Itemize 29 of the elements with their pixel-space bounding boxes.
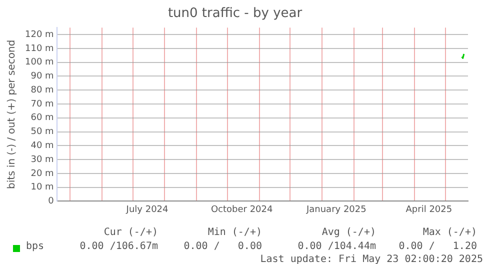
y-tick-label: 50 m bbox=[30, 127, 54, 138]
text: 0.00 /106.67m bbox=[80, 241, 158, 252]
y-tick-label: 80 m bbox=[30, 85, 54, 96]
text: 0.00 /104.44m bbox=[298, 241, 376, 252]
x-tick-label: July 2024 bbox=[125, 204, 169, 215]
y-tick-label: 30 m bbox=[30, 154, 54, 165]
text: 0.00 / 1.20 bbox=[398, 241, 477, 252]
y-tick-label: 110 m bbox=[24, 44, 54, 54]
text: Cur (-/+) bbox=[104, 227, 158, 238]
chart-title: tun0 traffic - by year bbox=[168, 6, 303, 22]
x-tick-label: October 2024 bbox=[210, 204, 273, 215]
y-tick-label: 90 m bbox=[30, 72, 54, 82]
y-tick-label: 0 bbox=[48, 196, 54, 207]
x-tick-label: April 2025 bbox=[406, 204, 452, 215]
y-axis-title: bits in (-) / out (+) per second bbox=[6, 40, 18, 190]
y-tick-label: 60 m bbox=[30, 113, 54, 124]
text: 0.00 / 0.00 bbox=[184, 241, 262, 252]
y-tick-label: 10 m bbox=[30, 182, 54, 193]
y-tick-label: 100 m bbox=[24, 58, 54, 68]
y-tick-label: 120 m bbox=[24, 30, 54, 40]
x-tick-label: January 2025 bbox=[305, 204, 366, 215]
text: Avg (-/+) bbox=[322, 227, 376, 238]
y-tick-label: 70 m bbox=[30, 99, 54, 110]
y-tick-label: 40 m bbox=[30, 140, 54, 151]
text: Max (-/+) bbox=[422, 227, 477, 238]
text: Min (-/+) bbox=[208, 227, 262, 238]
y-tick-label: 20 m bbox=[30, 168, 54, 179]
text: Last update: Fri May 23 02:00:20 2025 bbox=[260, 254, 483, 264]
legend-label: bps bbox=[26, 241, 44, 252]
